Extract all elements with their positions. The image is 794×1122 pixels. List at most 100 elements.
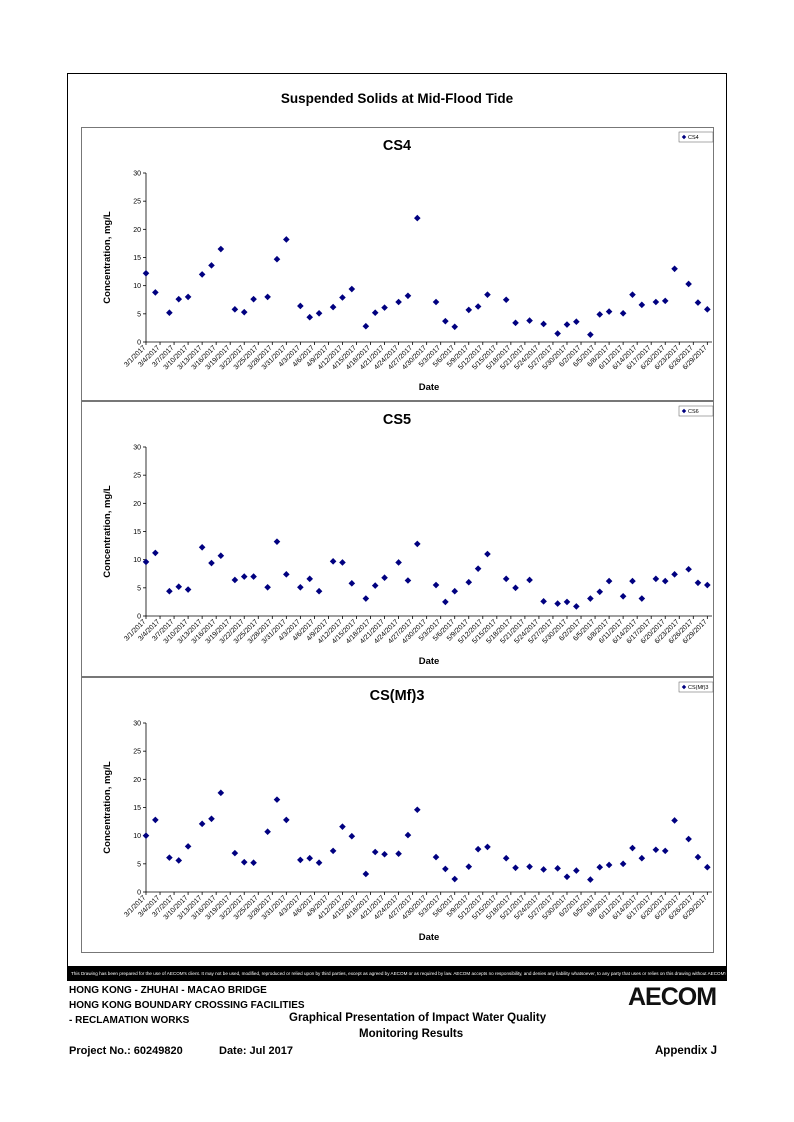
- main-title: Suspended Solids at Mid-Flood Tide: [280, 91, 514, 106]
- data-point-cs5: [629, 577, 636, 585]
- data-point-cs5: [619, 592, 627, 600]
- data-point-csmf3: [596, 863, 604, 871]
- project-number: Project No.: 60249820: [69, 1045, 183, 1057]
- data-point-cs4: [283, 236, 290, 243]
- y-axis-label: Concentration, mg/L: [102, 761, 113, 854]
- data-point-cs4: [704, 306, 711, 313]
- data-point-cs5: [198, 543, 206, 551]
- data-point-cs4: [451, 323, 459, 331]
- data-point-csmf3: [166, 854, 173, 861]
- data-point-csmf3: [414, 806, 421, 814]
- data-point-cs5: [175, 583, 183, 591]
- data-point-cs5: [339, 559, 346, 566]
- data-point-csmf3: [563, 873, 571, 881]
- chart-csmf3: CS(Mf)3 CS(Mf)30510152025303/1/20173/4/20…: [102, 681, 714, 943]
- data-point-cs5: [231, 576, 239, 584]
- data-point-cs4: [362, 322, 370, 330]
- data-point-cs4: [652, 298, 660, 306]
- data-point-cs5: [605, 577, 613, 585]
- data-point-cs5: [432, 581, 440, 589]
- y-tick-label: 20: [133, 227, 141, 234]
- data-point-cs4: [474, 303, 482, 310]
- data-point-cs5: [414, 540, 421, 548]
- data-point-csmf3: [250, 859, 257, 867]
- data-point-cs5: [217, 552, 225, 560]
- y-tick-label: 10: [133, 833, 141, 840]
- data-point-cs4: [619, 309, 627, 317]
- data-point-csmf3: [671, 817, 678, 824]
- y-tick-label: 15: [133, 255, 141, 262]
- y-axis-label: Concentration, mg/L: [102, 485, 113, 578]
- footer-line-3: - RECLAMATION WORKS: [69, 1015, 190, 1026]
- data-point-cs5: [315, 587, 323, 595]
- data-point-cs4: [175, 295, 183, 303]
- chart-cs4: CS4 CS40510152025303/1/20173/4/20173/7/20…: [102, 131, 714, 393]
- legend-marker: [681, 408, 687, 414]
- chart-title: CS(Mf)3: [370, 688, 425, 704]
- data-point-csmf3: [661, 847, 669, 855]
- y-tick-label: 20: [133, 777, 141, 784]
- data-point-cs5: [250, 573, 257, 580]
- data-point-cs4: [166, 309, 173, 317]
- data-point-cs4: [442, 317, 449, 325]
- data-point-csmf3: [526, 863, 533, 870]
- data-point-cs5: [502, 575, 510, 583]
- data-point-csmf3: [451, 875, 459, 883]
- data-point-csmf3: [283, 816, 290, 824]
- data-point-cs4: [329, 303, 337, 311]
- data-point-csmf3: [381, 850, 388, 858]
- data-point-csmf3: [404, 831, 412, 839]
- data-point-cs5: [704, 581, 711, 589]
- chart-panel-cs5: CS5 CS6 0 5 10 15 20 25 30 3/1/2017 3/4/2017 3/7/20…: [81, 401, 714, 677]
- data-point-cs4: [264, 293, 271, 301]
- data-point-cs5: [661, 577, 669, 585]
- data-point-cs4: [694, 299, 702, 306]
- data-point-cs5: [297, 583, 304, 591]
- data-point-cs4: [152, 289, 159, 296]
- data-point-csmf3: [395, 850, 402, 857]
- data-point-cs4: [240, 308, 248, 316]
- data-point-csmf3: [273, 796, 281, 803]
- data-point-cs5: [208, 559, 215, 567]
- data-point-cs4: [348, 285, 356, 293]
- data-point-cs5: [512, 584, 519, 592]
- data-point-csmf3: [297, 856, 304, 864]
- data-point-cs5: [184, 586, 192, 593]
- data-point-csmf3: [152, 816, 159, 824]
- data-point-cs5: [563, 598, 571, 606]
- data-point-csmf3: [540, 866, 547, 873]
- data-point-cs4: [512, 319, 519, 327]
- y-tick-label: 0: [137, 890, 141, 897]
- data-point-cs5: [362, 595, 370, 602]
- data-point-cs4: [250, 295, 257, 303]
- legend-label: CS4: [688, 135, 699, 141]
- chart-title: CS4: [383, 138, 411, 154]
- chart-title: CS5: [383, 412, 411, 428]
- legend-label: CS6: [688, 409, 699, 415]
- data-point-cs5: [442, 598, 449, 606]
- data-point-cs4: [629, 291, 636, 298]
- data-point-cs5: [671, 571, 678, 578]
- data-point-cs5: [451, 587, 459, 595]
- data-point-cs4: [465, 306, 473, 314]
- data-point-cs5: [166, 587, 173, 595]
- legend-box: [678, 131, 714, 143]
- data-point-csmf3: [231, 849, 239, 857]
- data-point-csmf3: [264, 828, 271, 836]
- y-tick-label: 30: [133, 171, 141, 178]
- y-tick-label: 30: [133, 721, 141, 728]
- data-point-csmf3: [348, 832, 356, 840]
- y-axis-label: Concentration, mg/L: [102, 211, 113, 304]
- chart-cs5: CS5 CS60510152025303/1/20173/4/20173/7/20…: [102, 405, 714, 667]
- x-axis-label: Date: [419, 656, 440, 667]
- data-point-cs5: [474, 565, 482, 572]
- data-point-cs5: [540, 598, 547, 605]
- y-tick-label: 0: [137, 614, 141, 621]
- footer-line-1: HONG KONG - ZHUHAI - MACAO BRIDGE: [69, 985, 267, 996]
- data-point-csmf3: [442, 865, 449, 873]
- data-point-cs5: [152, 549, 159, 557]
- appendix-label: Appendix J: [655, 1045, 717, 1057]
- data-point-csmf3: [339, 823, 346, 830]
- chart-panel-cs4: CS4 CS4 0 5 10 15 20 25 30 3/1/2017 3/4/2017 3/7/20…: [81, 127, 714, 401]
- data-point-cs5: [264, 583, 271, 591]
